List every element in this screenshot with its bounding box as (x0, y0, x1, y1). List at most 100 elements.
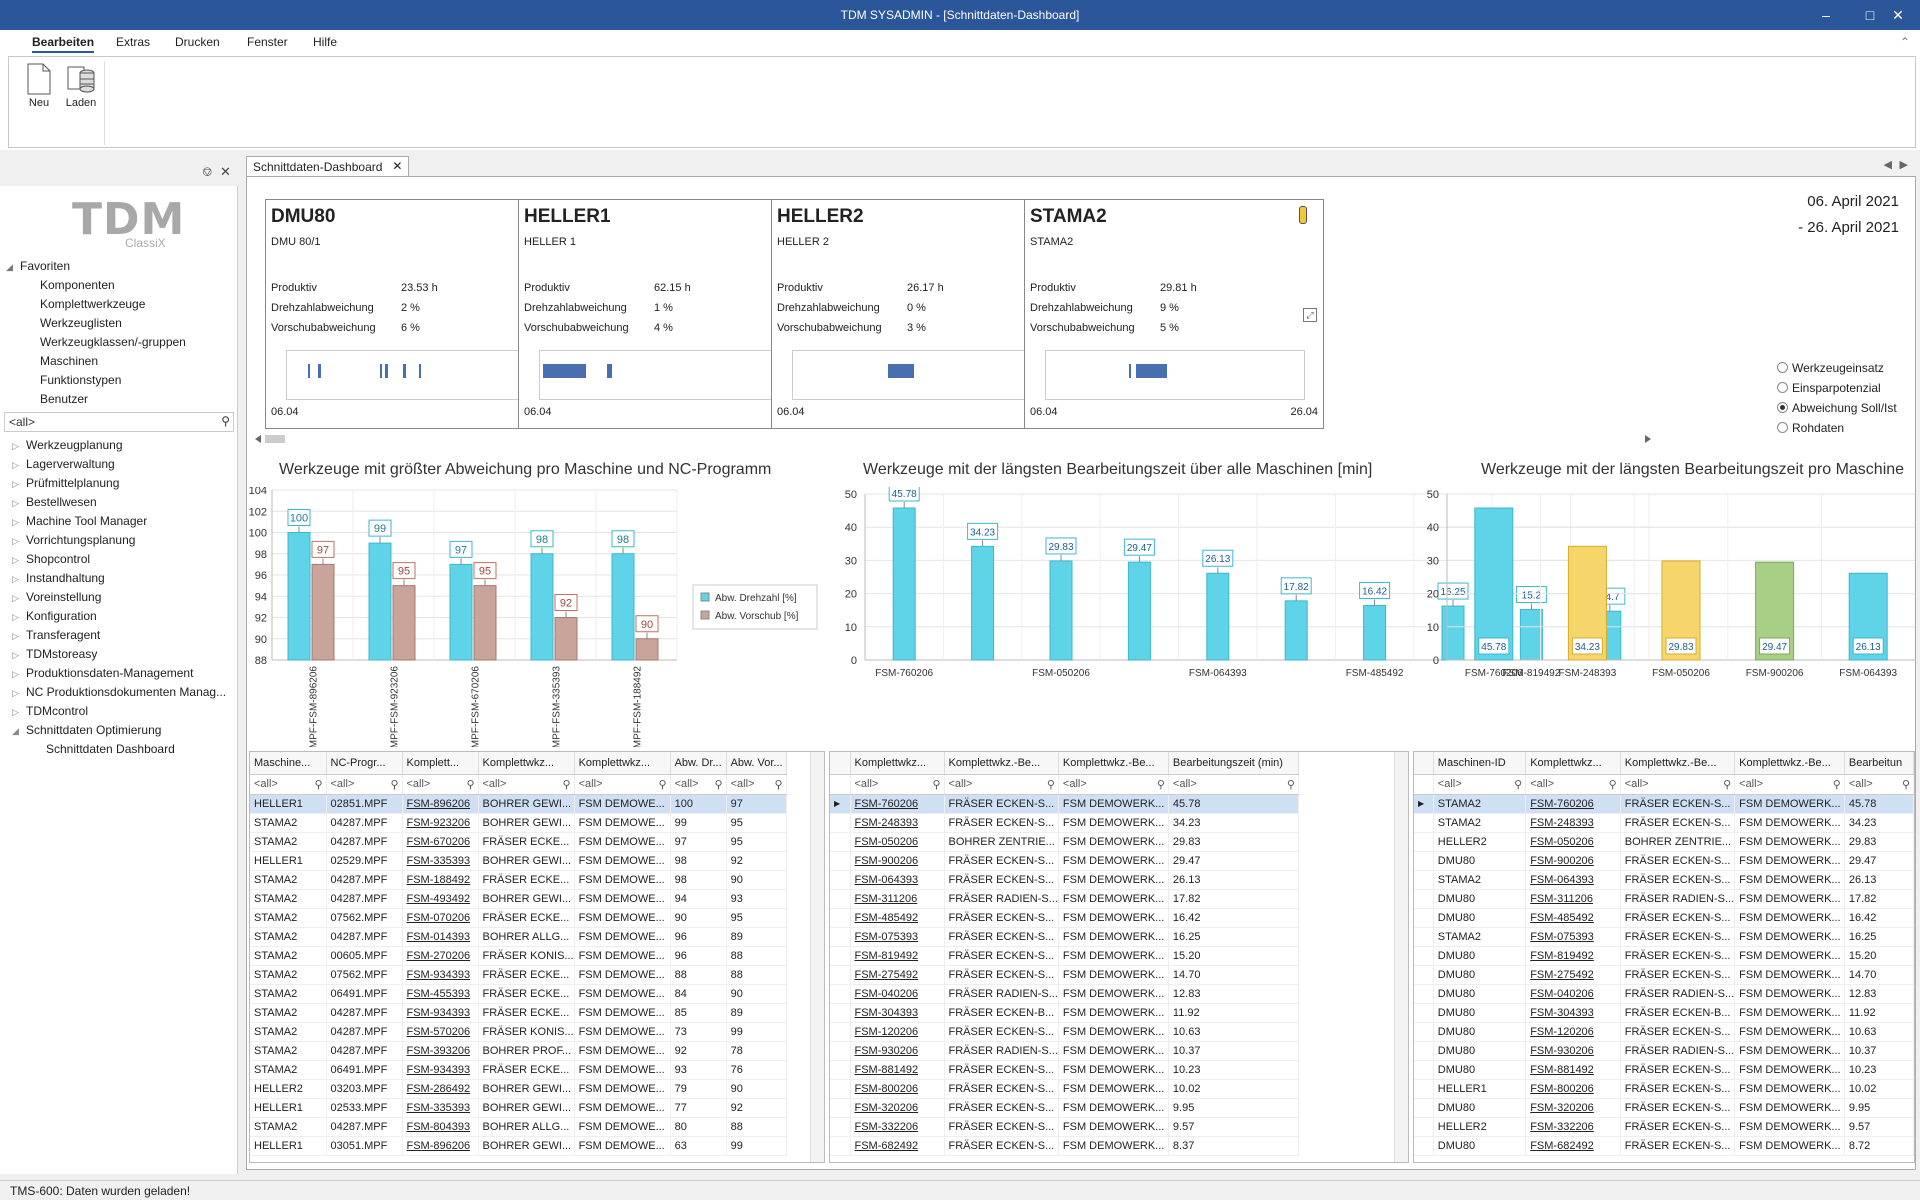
column-filter-input[interactable]: <all> ⚲ (1844, 774, 1914, 795)
filter-search-icon[interactable]: ⚲ (714, 778, 723, 791)
machine-card-heller1[interactable]: HELLER1 HELLER 1 Produktiv 62.15 h Drehzahla… (518, 199, 818, 429)
tool-link[interactable]: FSM-064393 (1525, 870, 1621, 890)
favorite-item[interactable]: Komplettwerkzeuge (40, 297, 146, 311)
tool-link[interactable]: FSM-485492 (1525, 908, 1621, 928)
table-row[interactable]: ▶ STAMA2 FSM-760206 FRÄSER ECKEN-S... FSM DE… (1414, 794, 1914, 814)
grid-vertical-scrollbar[interactable] (1394, 752, 1408, 1162)
table-row[interactable]: FSM-040206 FRÄSER RADIEN-S... FSM DEMOWERK… (830, 984, 1299, 1004)
table-row[interactable]: DMU80 FSM-320206 FRÄSER ECKEN-S... FSM DEMO… (1414, 1098, 1914, 1118)
filter-search-icon[interactable]: ⚲ (314, 778, 323, 791)
tool-link[interactable]: FSM-248393 (850, 813, 945, 833)
column-header[interactable]: Bearbeitungszeit (min) (1168, 752, 1299, 775)
column-filter-input[interactable]: <all> ⚲ (402, 774, 479, 795)
table-row[interactable]: FSM-881492 FRÄSER ECKEN-S... FSM DEMOWERK.… (830, 1060, 1299, 1080)
tool-link[interactable]: FSM-934393 (402, 1003, 479, 1023)
tool-link[interactable]: FSM-040206 (1525, 984, 1621, 1004)
filter-search-icon[interactable]: ⚲ (1723, 778, 1732, 791)
table-row[interactable]: STAMA2 FSM-248393 FRÄSER ECKEN-S... FSM DEM… (1414, 813, 1914, 833)
expand-triangle-icon[interactable]: ▷ (12, 555, 19, 565)
tool-link[interactable]: FSM-570206 (402, 1022, 479, 1042)
tool-link[interactable]: FSM-064393 (850, 870, 945, 890)
tool-link[interactable]: FSM-934393 (402, 1060, 479, 1080)
scroll-left-icon[interactable] (255, 435, 261, 443)
table-row[interactable]: FSM-064393 FRÄSER ECKEN-S... FSM DEMOWERK.… (830, 870, 1299, 890)
table-row[interactable]: FSM-930206 FRÄSER RADIEN-S... FSM DEMOWERK… (830, 1041, 1299, 1061)
table-row[interactable]: DMU80 FSM-304393 FRÄSER ECKEN-B... FSM DEMO… (1414, 1003, 1914, 1023)
tool-link[interactable]: FSM-682492 (850, 1136, 945, 1156)
tool-link[interactable]: FSM-040206 (850, 984, 945, 1004)
expand-icon[interactable]: ⤢ (1303, 308, 1317, 322)
table-row[interactable]: STAMA2 04287.MPF FSM-188492 FRÄSER ECKE... F… (250, 870, 787, 890)
table-row[interactable]: DMU80 FSM-040206 FRÄSER RADIEN-S... FSM DEM… (1414, 984, 1914, 1004)
column-filter-input[interactable]: <all> ⚲ (1168, 774, 1299, 795)
new-button[interactable]: Neu (20, 63, 58, 109)
tool-link[interactable]: FSM-120206 (1525, 1022, 1621, 1042)
favorite-item[interactable]: Werkzeuglisten (40, 316, 122, 330)
scroll-right-icon[interactable] (1645, 435, 1651, 443)
tool-link[interactable]: FSM-393206 (402, 1041, 479, 1061)
nav-item[interactable]: ◢ Schnittdaten Optimierung (12, 723, 161, 737)
tool-link[interactable]: FSM-930206 (1525, 1041, 1621, 1061)
column-header[interactable]: Maschinen-ID (1433, 752, 1527, 775)
panel-close-icon[interactable]: ✕ (220, 164, 231, 179)
nav-item[interactable]: ▷ Voreinstellung (12, 590, 101, 604)
nav-item[interactable]: ▷ Prüfmittelplanung (12, 476, 119, 490)
menu-fenster[interactable]: Fenster (247, 35, 288, 49)
table-row[interactable]: STAMA2 04287.MPF FSM-923206 BOHRER GEWI... F… (250, 813, 787, 833)
table-row[interactable]: HELLER2 03203.MPF FSM-286492 BOHRER GEWI...… (250, 1079, 787, 1099)
table-row[interactable]: STAMA2 04287.MPF FSM-570206 FRÄSER KONIS...… (250, 1022, 787, 1042)
expand-triangle-icon[interactable]: ▷ (12, 479, 19, 489)
collapse-ribbon-icon[interactable]: ⌃ (1900, 35, 1911, 49)
table-row[interactable]: FSM-248393 FRÄSER ECKEN-S... FSM DEMOWERK.… (830, 813, 1299, 833)
favorite-item[interactable]: Funktionstypen (40, 373, 122, 387)
cards-horizontal-scrollbar[interactable] (253, 433, 1653, 445)
table-row[interactable]: FSM-682492 FRÄSER ECKEN-S... FSM DEMOWERK.… (830, 1136, 1299, 1156)
nav-item[interactable]: ▷ Werkzeugplanung (12, 438, 123, 452)
menu-bearbeiten[interactable]: Bearbeiten (32, 35, 95, 53)
collapse-triangle-icon[interactable]: ◢ (6, 262, 13, 272)
nav-item[interactable]: ▷ Machine Tool Manager (12, 514, 147, 528)
tool-link[interactable]: FSM-275492 (850, 965, 945, 985)
expand-triangle-icon[interactable]: ▷ (12, 593, 19, 603)
favorite-item[interactable]: Maschinen (40, 354, 99, 368)
column-header[interactable]: Abw. Dr... (670, 752, 727, 775)
expand-triangle-icon[interactable]: ▷ (12, 688, 19, 698)
table-row[interactable]: DMU80 FSM-819492 FRÄSER ECKEN-S... FSM DEMO… (1414, 946, 1914, 966)
column-filter-input[interactable]: <all> ⚲ (1433, 774, 1527, 795)
filter-search-icon[interactable]: ⚲ (774, 778, 783, 791)
table-row[interactable]: STAMA2 06491.MPF FSM-934393 FRÄSER ECKE... F… (250, 1060, 787, 1080)
tool-link[interactable]: FSM-923206 (402, 813, 479, 833)
filter-search-icon[interactable]: ⚲ (1832, 778, 1841, 791)
column-header[interactable]: Maschine... (250, 752, 327, 775)
favorite-item[interactable]: Benutzer (40, 392, 89, 406)
expand-triangle-icon[interactable]: ▷ (12, 498, 19, 508)
tool-link[interactable]: FSM-485492 (850, 908, 945, 928)
column-header[interactable]: Abw. Vor... (726, 752, 787, 775)
table-row[interactable]: FSM-120206 FRÄSER ECKEN-S... FSM DEMOWERK.… (830, 1022, 1299, 1042)
expand-triangle-icon[interactable]: ▷ (12, 669, 19, 679)
tool-link[interactable]: FSM-493492 (402, 889, 479, 909)
tool-link[interactable]: FSM-804393 (402, 1117, 479, 1137)
column-header[interactable]: Komplettwkz.-Be... (1734, 752, 1845, 775)
column-header[interactable]: Komplettwkz... (574, 752, 671, 775)
table-row[interactable]: STAMA2 04287.MPF FSM-014393 BOHRER ALLG... F… (250, 927, 787, 947)
tool-link[interactable]: FSM-311206 (1525, 889, 1621, 909)
tool-link[interactable]: FSM-335393 (402, 851, 479, 871)
expand-triangle-icon[interactable]: ▷ (12, 536, 19, 546)
tool-link[interactable]: FSM-332206 (1525, 1117, 1621, 1137)
tool-link[interactable]: FSM-682492 (1525, 1136, 1621, 1156)
table-row[interactable]: DMU80 FSM-682492 FRÄSER ECKEN-S... FSM DEMO… (1414, 1136, 1914, 1156)
table-row[interactable]: FSM-900206 FRÄSER ECKEN-S... FSM DEMOWERK.… (830, 851, 1299, 871)
tool-link[interactable]: FSM-819492 (1525, 946, 1621, 966)
tool-link[interactable]: FSM-800206 (850, 1079, 945, 1099)
radio-abweichung[interactable]: Abweichung Soll/Ist (1777, 401, 1897, 415)
expand-triangle-icon[interactable]: ▷ (12, 631, 19, 641)
filter-search-icon[interactable]: ⚲ (1514, 778, 1523, 791)
tool-link[interactable]: FSM-900206 (1525, 851, 1621, 871)
tool-link[interactable]: FSM-014393 (402, 927, 479, 947)
column-filter-input[interactable]: <all> ⚲ (670, 774, 727, 795)
table-row[interactable]: ▶ FSM-760206 FRÄSER ECKEN-S... FSM DEMOWERK… (830, 794, 1299, 814)
machine-card-stama2[interactable]: STAMA2 STAMA2 Produktiv 29.81 h Drehzahlabwe… (1024, 199, 1324, 429)
tool-link[interactable]: FSM-881492 (850, 1060, 945, 1080)
expand-triangle-icon[interactable]: ▷ (12, 707, 19, 717)
